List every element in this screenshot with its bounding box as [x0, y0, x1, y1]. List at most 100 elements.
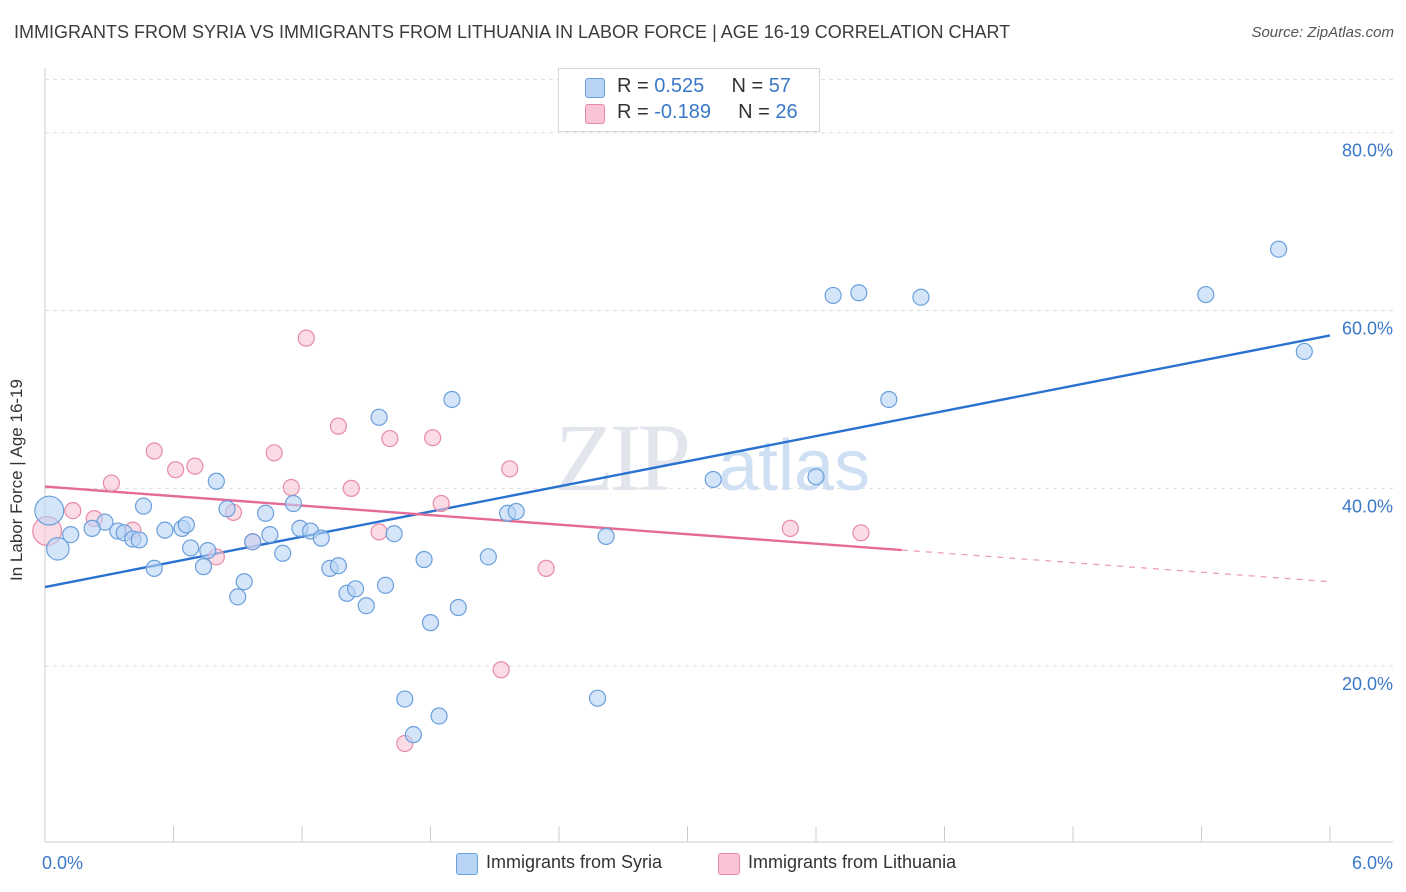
syria-point [357, 597, 375, 615]
syria-point [194, 558, 213, 576]
syria-point [274, 544, 292, 562]
n-label: N = [738, 101, 776, 123]
lithuania-point [537, 559, 555, 577]
syria-point [415, 550, 433, 569]
y-tick-label: 40.0% [1342, 496, 1393, 516]
trend-lines [44, 334, 1331, 589]
lithuania-legend-label: Immigrants from Lithuania [748, 852, 957, 872]
legend-row-syria-text: R = 0.525 N = 57 [617, 75, 791, 98]
axes [44, 68, 1393, 843]
syria-point [83, 519, 101, 537]
lithuania-swatch [585, 104, 605, 124]
syria-point [229, 588, 247, 606]
lithuania-point [381, 429, 399, 448]
watermark-zip: ZIP [555, 404, 688, 511]
syria-point [880, 390, 898, 409]
lithuania-trend-line [44, 485, 902, 552]
syria-point [396, 690, 414, 708]
syria-point [912, 288, 930, 306]
syria-point [261, 526, 279, 544]
syria-legend-swatch [456, 853, 478, 875]
x-tick-labels: 0.0% 6.0% [42, 853, 1393, 873]
syria-point [507, 502, 525, 521]
syria-point [430, 707, 448, 725]
y-tick-labels: 20.0% 40.0% 60.0% 80.0% [1342, 141, 1393, 694]
n-value: 26 [775, 101, 798, 123]
syria-point [284, 494, 303, 513]
lithuania-trend-extension [901, 549, 1331, 583]
lithuania-point [282, 478, 300, 497]
lithuania-point [852, 524, 870, 542]
syria-point [704, 470, 722, 489]
lithuania-point [102, 474, 120, 492]
y-axis-label-text: In Labor Force | Age 16-19 [7, 379, 26, 581]
syria-point [479, 548, 497, 566]
y-tick-label: 60.0% [1342, 319, 1393, 339]
syria-point [1197, 285, 1215, 304]
syria-point [346, 580, 365, 598]
syria-legend-label: Immigrants from Syria [486, 852, 663, 872]
lithuania-point [781, 519, 799, 537]
syria-point [385, 525, 403, 543]
source-label: Source: ZipAtlas.com [1251, 24, 1394, 41]
syria-point [182, 539, 200, 557]
syria-point [199, 542, 217, 560]
syria-point [145, 559, 163, 577]
data-points [32, 240, 1313, 753]
y-axis-label: In Labor Force | Age 16-19 [2, 379, 32, 581]
syria-point [376, 576, 395, 594]
syria-point [807, 468, 825, 486]
syria-point [824, 286, 842, 305]
syria-point [62, 526, 80, 544]
r-label: R = [617, 75, 655, 97]
lithuania-point [342, 479, 360, 497]
syria-point [156, 521, 174, 539]
syria-point [130, 531, 148, 549]
correlation-legend: R = 0.525 N = 57 R = -0.189 N = 26 [558, 68, 820, 132]
chart-title: IMMIGRANTS FROM SYRIA VS IMMIGRANTS FROM… [14, 22, 1011, 42]
syria-point [1269, 240, 1288, 258]
lithuania-point [167, 461, 185, 479]
syria-point [597, 527, 615, 545]
lithuania-point [492, 661, 510, 679]
syria-point [443, 390, 461, 409]
syria-point [1295, 342, 1313, 361]
syria-point [312, 529, 330, 547]
lithuania-point [432, 494, 450, 513]
syria-point [404, 726, 422, 744]
legend-row-lithuania-text: R = -0.189 N = 26 [617, 101, 798, 124]
syria-point [588, 689, 607, 707]
lithuania-point [64, 501, 82, 520]
syria-point [46, 537, 70, 561]
lithuania-point [424, 429, 442, 447]
x-tick-label-max: 6.0% [1352, 853, 1393, 873]
syria-point [34, 495, 65, 526]
syria-point [218, 500, 236, 518]
r-value: -0.189 [654, 101, 711, 123]
r-value: 0.525 [654, 75, 705, 97]
syria-point [329, 557, 348, 575]
syria-trend-line [44, 334, 1331, 589]
lithuania-point [145, 442, 163, 460]
n-label: N = [731, 75, 769, 97]
syria-point [207, 472, 225, 490]
y-tick-label: 20.0% [1342, 674, 1393, 694]
syria-point [256, 504, 275, 522]
n-value: 57 [768, 75, 791, 97]
syria-point [850, 284, 868, 302]
lithuania-legend-swatch [718, 853, 740, 875]
y-tick-label: 80.0% [1342, 141, 1393, 161]
lithuania-point [186, 457, 204, 475]
lithuania-point [265, 444, 283, 462]
watermark-atlas: atlas [718, 426, 870, 506]
syria-swatch [585, 78, 605, 98]
x-tick-label-min: 0.0% [42, 853, 83, 873]
syria-point [449, 598, 467, 617]
syria-point [421, 614, 440, 632]
syria-point [134, 497, 153, 515]
lithuania-point [329, 417, 348, 435]
lithuania-point [370, 523, 388, 541]
r-label: R = [617, 101, 655, 123]
syria-point [235, 573, 253, 591]
